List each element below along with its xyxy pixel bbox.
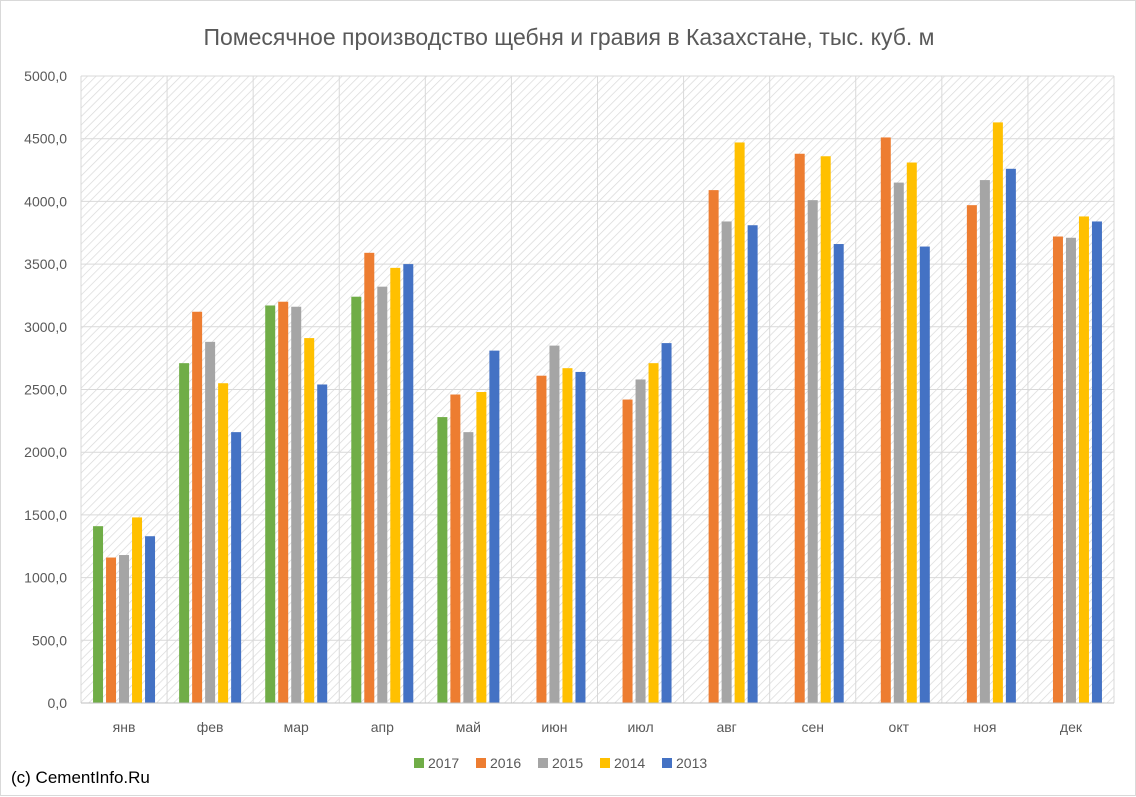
bar-2014-сен [820, 156, 831, 704]
bar-2013-июл [661, 343, 672, 703]
bar-2015-июл [635, 379, 646, 703]
legend-item-2017: 2017 [414, 755, 459, 771]
legend-label: 2015 [552, 755, 583, 771]
y-tick-label: 5000,0 [24, 68, 67, 84]
bar-2015-дек [1065, 237, 1076, 704]
bar-2017-апр [351, 296, 362, 703]
bar-2016-дек [1052, 236, 1063, 703]
x-tick-label: июл [627, 719, 653, 735]
y-tick-label: 0,0 [48, 695, 68, 711]
bar-2016-фев [192, 311, 203, 703]
bar-2013-апр [403, 264, 414, 703]
legend-label: 2013 [676, 755, 707, 771]
bar-2017-мар [265, 305, 276, 703]
bar-2015-май [463, 432, 474, 703]
legend-item-2014: 2014 [600, 755, 645, 771]
bar-2014-фев [218, 383, 229, 703]
bar-2013-май [489, 350, 500, 703]
bar-2015-ноя [979, 180, 990, 703]
bar-2016-ноя [966, 205, 977, 704]
bar-2016-июн [536, 375, 547, 703]
bar-2016-янв [106, 557, 117, 703]
bar-2013-дек [1091, 221, 1102, 704]
x-tick-label: окт [889, 719, 910, 735]
bar-2014-янв [132, 517, 143, 703]
x-tick-label: авг [716, 719, 736, 735]
x-tick-label: янв [113, 719, 136, 735]
bar-2013-окт [919, 246, 930, 703]
bar-2013-июн [575, 371, 586, 703]
x-tick-label: фев [197, 719, 224, 735]
bar-2013-янв [145, 536, 156, 703]
y-tick-label: 500,0 [32, 632, 67, 648]
bar-2014-май [476, 392, 487, 703]
bar-2015-сен [807, 200, 818, 703]
bar-2014-авг [734, 142, 745, 703]
plot-area: 0,0 500,0 1000,0 1500,0 2000,0 2500,0 3000,0 35… [24, 68, 1115, 735]
bar-2015-мар [291, 306, 302, 703]
y-tick-label: 4500,0 [24, 131, 67, 147]
legend-label: 2016 [490, 755, 521, 771]
bar-2017-май [437, 417, 448, 703]
y-tick-label: 3500,0 [24, 256, 67, 272]
copyright-credit: (c) CementInfo.Ru [11, 768, 150, 787]
bar-2016-май [450, 394, 461, 703]
bar-2013-ноя [1005, 168, 1016, 703]
bar-2013-сен [833, 244, 844, 703]
bar-2014-апр [390, 267, 401, 703]
x-tick-label: апр [371, 719, 394, 735]
bar-2013-фев [231, 432, 242, 703]
bar-2016-апр [364, 252, 375, 703]
bar-2014-окт [906, 162, 917, 703]
bar-2016-мар [278, 301, 289, 703]
bar-2016-июл [622, 399, 633, 703]
bar-2015-апр [377, 286, 388, 703]
legend: 2017 2016 2015 2014 2013 [414, 755, 707, 771]
bar-2016-сен [794, 153, 805, 704]
y-tick-label: 2500,0 [24, 382, 67, 398]
legend-label: 2014 [614, 755, 645, 771]
legend-item-2016: 2016 [476, 755, 521, 771]
legend-swatch [476, 758, 486, 768]
legend-label: 2017 [428, 755, 459, 771]
legend-item-2015: 2015 [538, 755, 583, 771]
y-tick-label: 2000,0 [24, 444, 67, 460]
bar-2014-июн [562, 368, 573, 703]
bar-2015-авг [721, 221, 732, 704]
bar-2016-авг [708, 190, 719, 703]
bar-2017-янв [93, 526, 104, 703]
x-tick-label: ноя [973, 719, 996, 735]
x-tick-label: дек [1060, 719, 1083, 735]
y-tick-label: 1000,0 [24, 570, 67, 586]
x-tick-label: мар [284, 719, 309, 735]
chart-title: Помесячное производство щебня и гравия в… [203, 24, 934, 50]
legend-swatch [414, 758, 424, 768]
bar-2014-дек [1078, 216, 1089, 703]
y-tick-label: 1500,0 [24, 507, 67, 523]
bar-2014-мар [304, 338, 315, 703]
bar-2013-авг [747, 225, 758, 703]
legend-swatch [600, 758, 610, 768]
legend-item-2013: 2013 [662, 755, 707, 771]
bar-2017-фев [179, 363, 190, 703]
x-tick-label: июн [541, 719, 567, 735]
bar-2014-ноя [992, 122, 1003, 703]
legend-swatch [538, 758, 548, 768]
y-tick-label: 4000,0 [24, 193, 67, 209]
bar-2015-фев [205, 341, 216, 703]
bar-2015-июн [549, 345, 560, 703]
x-tick-label: май [456, 719, 481, 735]
bar-2013-мар [317, 384, 328, 703]
bar-2016-окт [880, 137, 891, 704]
legend-swatch [662, 758, 672, 768]
bar-2015-окт [893, 182, 904, 704]
x-tick-label: сен [801, 719, 824, 735]
bar-2014-июл [648, 363, 659, 703]
bar-2015-янв [119, 555, 130, 703]
y-tick-label: 3000,0 [24, 319, 67, 335]
